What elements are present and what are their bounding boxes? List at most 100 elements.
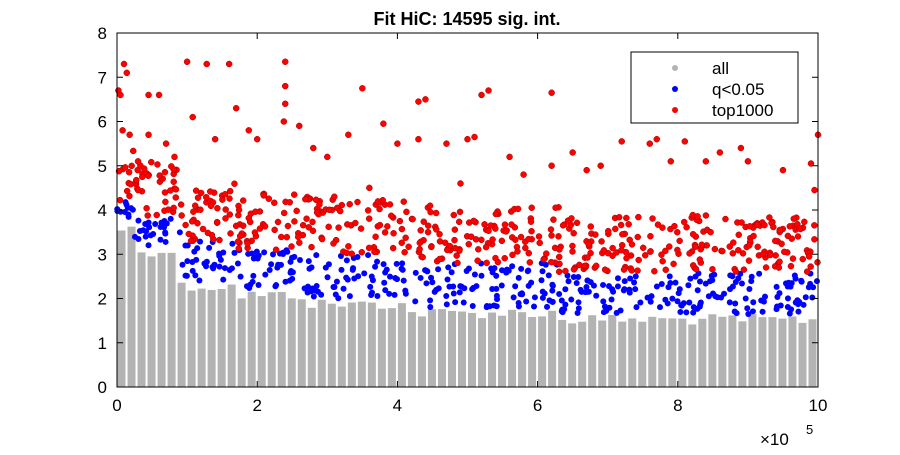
top1000-series-point — [177, 201, 185, 208]
top1000-series-point — [759, 251, 767, 258]
top1000-series-point — [601, 266, 609, 273]
top1000-series-point — [794, 233, 802, 240]
q-series-point — [194, 245, 201, 252]
y-tick-label: 2 — [98, 290, 107, 309]
top1000-series-point — [776, 226, 783, 234]
q-series-point — [515, 274, 522, 281]
q-series-point — [131, 233, 138, 240]
q-series-point — [608, 296, 615, 303]
top1000-series-point — [651, 267, 658, 275]
top1000-series-point — [153, 211, 160, 219]
top1000-series-point — [585, 240, 592, 248]
top1000-series-point — [552, 204, 559, 212]
q-series-point — [685, 282, 692, 289]
q-series-point — [800, 301, 807, 308]
all-series-band — [177, 282, 186, 387]
q-series-point — [669, 295, 676, 302]
top1000-series-point — [155, 91, 163, 99]
top1000-series-point — [716, 149, 724, 156]
top1000-series-point — [357, 225, 365, 232]
top1000-series-point — [634, 233, 641, 241]
top1000-series-point — [494, 258, 502, 266]
q-series-point — [266, 266, 273, 273]
top1000-series-point — [482, 243, 490, 251]
q-series-point — [549, 287, 556, 294]
top1000-series-point — [303, 215, 310, 222]
q-series-point — [538, 277, 545, 284]
all-series-band — [658, 318, 667, 387]
top1000-series-point — [310, 144, 317, 152]
q-series-point — [458, 283, 465, 290]
q-series-point — [248, 250, 255, 257]
top1000-series-point — [145, 91, 152, 99]
top1000-series-point — [396, 217, 404, 225]
top1000-series-point — [746, 223, 754, 230]
top1000-series-point — [465, 240, 473, 248]
top1000-series-point — [555, 233, 562, 240]
q-series-point — [795, 308, 802, 315]
q-series-point — [443, 301, 450, 308]
top1000-series-point — [167, 187, 174, 194]
q-series-point — [549, 281, 556, 288]
q-series-point — [666, 273, 673, 280]
top1000-series-point — [226, 187, 234, 195]
all-series-band — [738, 321, 747, 387]
top1000-series-point — [129, 147, 137, 155]
top1000-series-point — [617, 221, 625, 229]
top1000-series-point — [123, 69, 131, 77]
q-series-point — [503, 269, 510, 276]
top1000-series-point — [253, 135, 261, 143]
all-series-band — [638, 321, 647, 387]
q-series-point — [665, 284, 672, 291]
top1000-series-point — [598, 238, 605, 245]
all-series-band — [748, 314, 757, 387]
top1000-series-point — [384, 223, 391, 230]
top1000-series-point — [419, 253, 426, 261]
top1000-series-point — [239, 197, 247, 204]
q-series-point — [614, 283, 621, 290]
top1000-series-point — [293, 207, 300, 215]
top1000-series-point — [790, 215, 798, 222]
q-series-point — [574, 309, 581, 316]
top1000-series-point — [786, 223, 794, 230]
top1000-series-point — [288, 243, 295, 250]
all-series-band — [598, 320, 607, 387]
q-series-point — [809, 294, 816, 301]
top1000-series-point — [623, 254, 630, 262]
all-series-band — [518, 312, 527, 387]
top1000-series-point — [628, 241, 636, 248]
all-series-band — [337, 306, 346, 387]
q-series-point — [412, 269, 419, 276]
q-series-point — [431, 288, 438, 295]
q-series-point — [349, 266, 356, 273]
top1000-series-point — [417, 227, 424, 234]
q-series-point — [351, 275, 358, 282]
top1000-series-point — [502, 228, 510, 235]
all-series-band — [377, 308, 386, 387]
all-series-band — [528, 317, 537, 387]
q-series-point — [427, 297, 434, 304]
top1000-series-point — [211, 135, 219, 143]
q-series-point — [332, 291, 339, 298]
top1000-series-point — [506, 153, 513, 161]
q-series-point — [515, 303, 522, 310]
q-series-point — [255, 281, 262, 288]
top1000-series-point — [811, 186, 818, 194]
top1000-series-point — [587, 249, 594, 257]
top1000-series-point — [605, 227, 612, 235]
q-series-point — [412, 298, 419, 305]
q-series-point — [262, 271, 269, 278]
q-series-point — [162, 238, 169, 245]
q-series-point — [201, 260, 208, 267]
top1000-series-point — [739, 250, 747, 257]
q-series-point — [692, 273, 699, 280]
q-series-point — [325, 261, 332, 268]
q-series-point — [647, 298, 654, 305]
top1000-series-point — [345, 243, 352, 250]
q-series-point — [304, 289, 311, 296]
q-series-point — [400, 277, 407, 284]
top1000-series-point — [514, 205, 522, 213]
q-series-point — [428, 274, 435, 281]
q-series-point — [777, 302, 784, 309]
top1000-series-point — [674, 228, 681, 236]
